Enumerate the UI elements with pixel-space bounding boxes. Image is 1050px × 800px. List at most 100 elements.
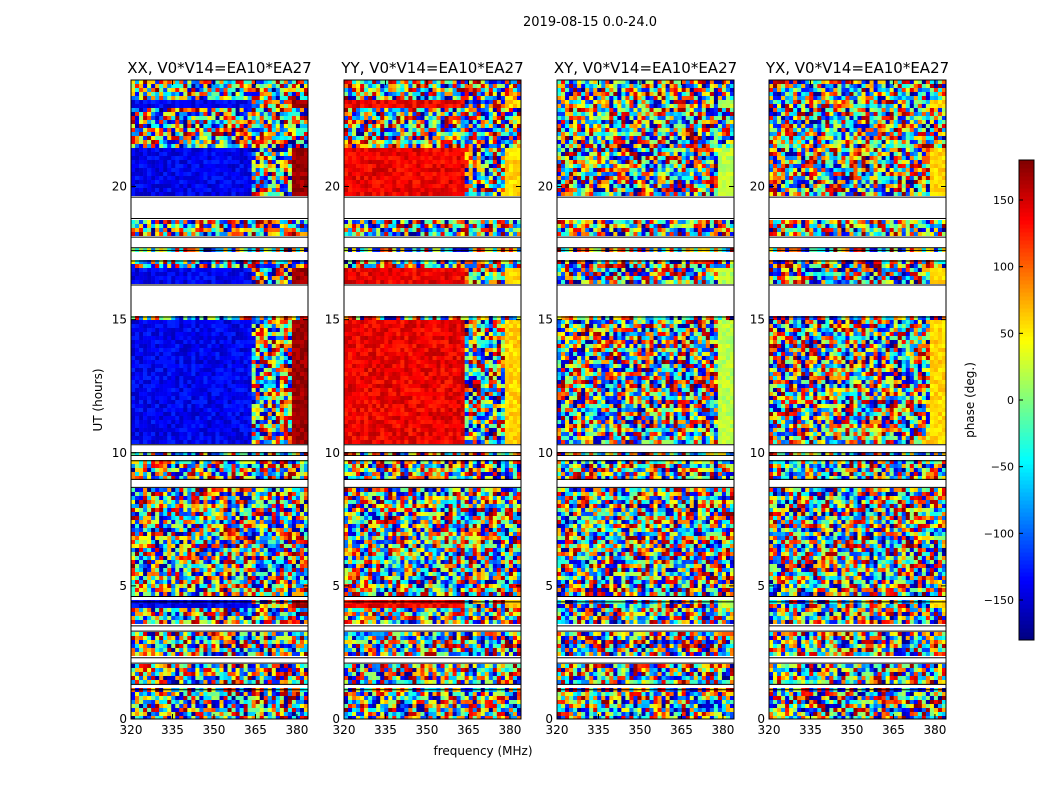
phase-cell — [284, 144, 288, 148]
phase-cell — [147, 224, 151, 228]
phase-cell — [288, 88, 292, 92]
phase-cell — [252, 280, 256, 284]
phase-cell — [155, 272, 159, 276]
phase-cell — [296, 124, 300, 128]
phase-cell — [191, 128, 195, 132]
phase-cell — [183, 172, 187, 176]
phase-cell — [155, 176, 159, 180]
phase-cell — [163, 128, 167, 132]
phase-cell — [248, 96, 252, 100]
phase-cell — [280, 148, 284, 152]
phase-cell — [256, 144, 260, 148]
phase-cell — [131, 192, 135, 196]
phase-cell — [199, 128, 203, 132]
phase-cell — [240, 192, 244, 196]
phase-cell — [131, 168, 135, 172]
phase-cell — [183, 320, 187, 324]
phase-cell — [280, 140, 284, 144]
phase-cell — [199, 280, 203, 284]
phase-cell — [232, 152, 236, 156]
phase-cell — [211, 164, 215, 168]
phase-cell — [276, 88, 280, 92]
phase-cell — [296, 232, 300, 236]
phase-cell — [151, 168, 155, 172]
phase-cell — [163, 180, 167, 184]
phase-cell — [179, 264, 183, 268]
phase-cell — [296, 336, 300, 340]
phase-cell — [187, 100, 191, 104]
phase-cell — [147, 100, 151, 104]
phase-cell — [215, 156, 219, 160]
phase-cell — [159, 324, 163, 328]
phase-cell — [155, 132, 159, 136]
phase-cell — [236, 172, 240, 176]
phase-cell — [195, 176, 199, 180]
phase-cell — [207, 120, 211, 124]
phase-cell — [195, 180, 199, 184]
phase-cell — [260, 280, 264, 284]
phase-cell — [248, 156, 252, 160]
phase-cell — [191, 280, 195, 284]
phase-cell — [252, 124, 256, 128]
phase-cell — [131, 332, 135, 336]
phase-cell — [224, 184, 228, 188]
phase-cell — [183, 180, 187, 184]
phase-cell — [292, 280, 296, 284]
phase-cell — [296, 332, 300, 336]
phase-cell — [228, 96, 232, 100]
phase-cell — [256, 120, 260, 124]
phase-cell — [211, 324, 215, 328]
phase-cell — [171, 340, 175, 344]
phase-cell — [224, 328, 228, 332]
phase-cell — [175, 100, 179, 104]
phase-cell — [220, 108, 224, 112]
phase-cell — [240, 80, 244, 84]
phase-cell — [151, 232, 155, 236]
phase-cell — [280, 128, 284, 132]
phase-cell — [264, 172, 268, 176]
phase-cell — [224, 332, 228, 336]
phase-cell — [272, 280, 276, 284]
phase-cell — [143, 168, 147, 172]
phase-cell — [240, 332, 244, 336]
phase-cell — [296, 220, 300, 224]
phase-cell — [248, 124, 252, 128]
phase-cell — [179, 332, 183, 336]
phase-cell — [244, 136, 248, 140]
phase-cell — [199, 148, 203, 152]
phase-cell — [272, 276, 276, 280]
phase-cell — [244, 328, 248, 332]
phase-cell — [211, 88, 215, 92]
phase-cell — [232, 164, 236, 168]
phase-cell — [151, 152, 155, 156]
phase-cell — [187, 324, 191, 328]
phase-cell — [232, 180, 236, 184]
phase-cell — [199, 320, 203, 324]
phase-cell — [232, 128, 236, 132]
phase-cell — [147, 320, 151, 324]
phase-cell — [256, 156, 260, 160]
phase-cell — [220, 92, 224, 96]
phase-cell — [155, 324, 159, 328]
phase-cell — [296, 88, 300, 92]
phase-cell — [175, 220, 179, 224]
phase-cell — [135, 232, 139, 236]
phase-cell — [143, 144, 147, 148]
phase-cell — [203, 108, 207, 112]
phase-cell — [147, 268, 151, 272]
phase-cell — [220, 192, 224, 196]
phase-cell — [240, 136, 244, 140]
phase-cell — [131, 156, 135, 160]
phase-cell — [139, 156, 143, 160]
phase-cell — [300, 176, 304, 180]
phase-cell — [228, 120, 232, 124]
phase-cell — [224, 220, 228, 224]
phase-cell — [256, 168, 260, 172]
phase-cell — [139, 120, 143, 124]
phase-cell — [167, 340, 171, 344]
phase-cell — [147, 272, 151, 276]
phase-cell — [232, 100, 236, 104]
phase-cell — [268, 88, 272, 92]
phase-cell — [220, 332, 224, 336]
phase-cell — [155, 88, 159, 92]
